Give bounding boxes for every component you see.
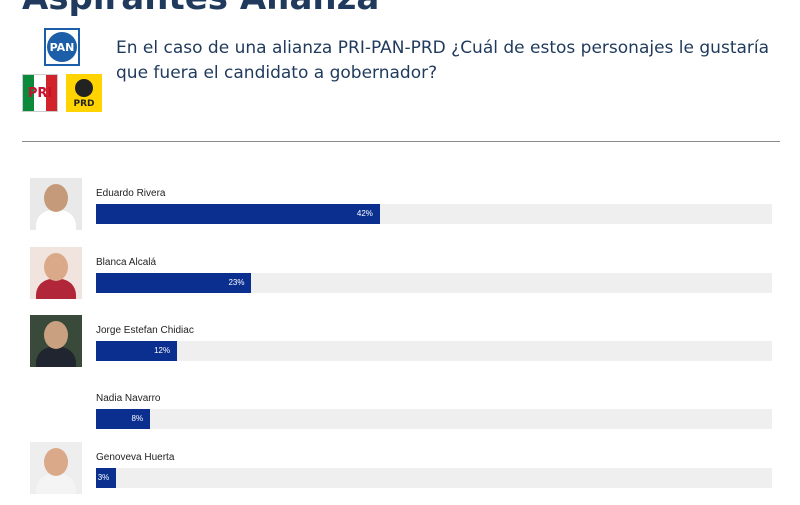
bar-value-label: 42%	[356, 209, 373, 218]
candidate-name: Jorge Estefan Chidiac	[96, 325, 194, 336]
candidate-photo	[30, 178, 82, 230]
bar-track: 23%	[96, 273, 772, 293]
candidate-name: Genoveva Huerta	[96, 452, 175, 463]
bar: 8%	[96, 409, 151, 429]
bar-track: 3%	[96, 468, 772, 488]
candidate-row: Genoveva Huerta 3%	[0, 442, 800, 504]
candidate-name: Eduardo Rivera	[96, 188, 166, 199]
divider	[22, 141, 780, 142]
candidate-photo	[30, 442, 82, 494]
pri-logo-text: PRI	[27, 85, 53, 101]
candidate-name: Blanca Alcalá	[96, 257, 157, 268]
candidate-row: Nadia Navarro 8%	[0, 383, 800, 445]
pri-logo-icon: PRI	[22, 74, 58, 112]
candidate-photo	[30, 315, 82, 367]
bar: 23%	[96, 273, 252, 293]
pan-logo-icon: PAN	[44, 28, 80, 66]
party-logos: PAN PRI PRD	[22, 28, 104, 114]
survey-question: En el caso de una alianza PRI-PAN-PRD ¿C…	[116, 38, 770, 83]
bar-track: 8%	[96, 409, 772, 429]
candidate-photo	[30, 247, 82, 299]
bar-value-label: 3%	[97, 473, 110, 482]
bar-track: 42%	[96, 204, 772, 224]
bar-value-label: 23%	[228, 278, 245, 287]
prd-logo-icon: PRD	[66, 74, 102, 112]
candidate-name: Nadia Navarro	[96, 393, 161, 404]
bar-value-label: 8%	[131, 414, 144, 423]
page-title: Aspirantes Alianza	[22, 0, 379, 18]
prd-logo-text: PRD	[73, 99, 95, 109]
candidate-row: Eduardo Rivera 42%	[0, 178, 800, 240]
bar: 12%	[96, 341, 178, 361]
bar-track: 12%	[96, 341, 772, 361]
bar: 3%	[96, 468, 117, 488]
bar-value-label: 12%	[154, 346, 171, 355]
candidate-row: Blanca Alcalá 23%	[0, 247, 800, 309]
pan-logo-text: PAN	[47, 32, 77, 62]
candidate-row: Jorge Estefan Chidiac 12%	[0, 315, 800, 377]
bar: 42%	[96, 204, 380, 224]
